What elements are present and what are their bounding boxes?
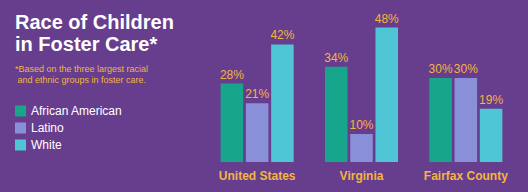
svg-text:42%: 42% [270,28,294,42]
svg-text:in Foster Care*: in Foster Care* [15,33,157,55]
svg-text:34%: 34% [324,51,348,65]
svg-text:19%: 19% [479,93,503,107]
svg-text:Latino: Latino [31,121,64,135]
svg-text:Virginia: Virginia [340,169,384,183]
svg-text:30%: 30% [429,62,453,76]
svg-text:*Based on the three largest ra: *Based on the three largest racial [15,64,148,74]
svg-text:Race of Children: Race of Children [15,11,179,33]
svg-text:Fairfax County: Fairfax County [424,169,508,183]
svg-text:African American: African American [31,104,122,118]
svg-text:United States: United States [219,169,296,183]
svg-text:10%: 10% [349,118,373,132]
svg-text:48%: 48% [375,12,399,26]
svg-text:21%: 21% [245,87,269,101]
svg-text:28%: 28% [220,68,244,82]
svg-text:30%: 30% [454,62,478,76]
svg-text:White: White [31,138,62,152]
svg-text:and ethnic groups in foster ca: and ethnic groups in foster care. [15,75,146,85]
